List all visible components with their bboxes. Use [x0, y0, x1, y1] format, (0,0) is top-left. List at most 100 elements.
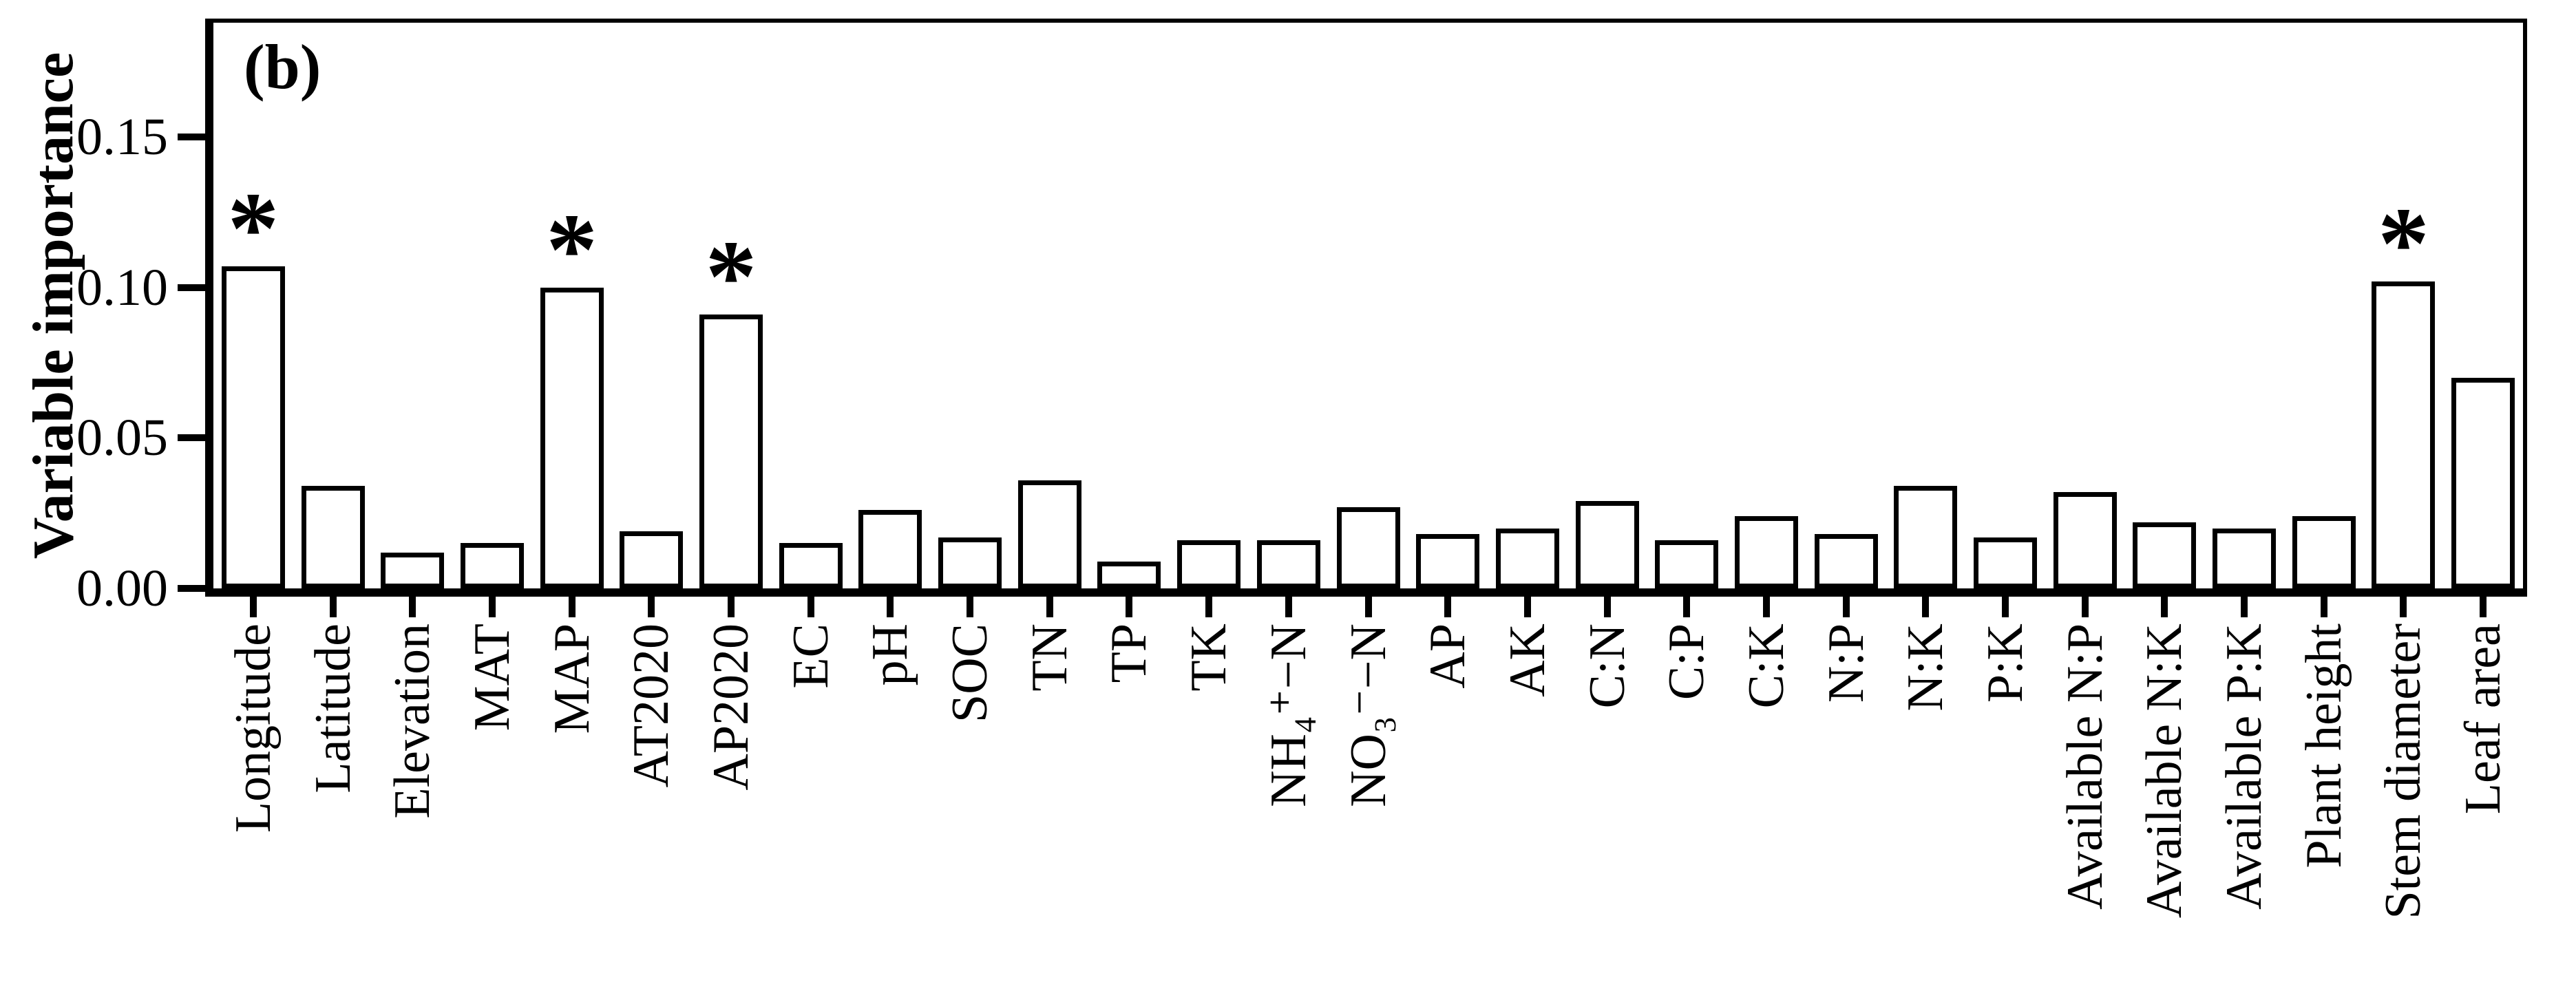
x-tick-label-longitude: Longitude: [224, 624, 282, 833]
bar-c-k: [1734, 516, 1798, 588]
x-tick-label-tk: TK: [1181, 624, 1238, 692]
x-tick-leaf-area: [2480, 597, 2487, 617]
x-tick-available-n-p: [2081, 597, 2089, 617]
bar-ph: [858, 510, 922, 588]
x-tick-label-p-k: P:K: [1977, 624, 2034, 703]
x-tick-c-n: [1603, 597, 1611, 617]
x-tick-label-tp: TP: [1101, 624, 1158, 683]
bar-latitude: [301, 486, 365, 588]
x-tick-label-n-k: N:K: [1897, 624, 1954, 712]
x-tick-longitude: [249, 597, 257, 617]
y-tick-0.15: [178, 134, 205, 140]
bar-n-k: [1894, 486, 1958, 588]
x-tick-ph: [887, 597, 894, 617]
bar-map: [540, 287, 604, 588]
x-tick-tk: [1205, 597, 1213, 617]
bar-stem-diameter: [2372, 281, 2436, 588]
y-tick-label-0.05: 0.05: [76, 409, 168, 467]
x-tick-soc: [967, 597, 974, 617]
x-tick-tn: [1046, 597, 1053, 617]
x-tick-stem-diameter: [2400, 597, 2407, 617]
x-tick-label-mat: MAT: [463, 624, 520, 732]
bar-soc: [938, 537, 1002, 588]
x-tick-nh-n: [1285, 597, 1292, 617]
bar-no-n: [1336, 507, 1400, 588]
x-tick-label-c-n: C:N: [1579, 624, 1636, 709]
x-tick-c-k: [1762, 597, 1770, 617]
y-tick-0.05: [178, 434, 205, 442]
x-tick-n-p: [1842, 597, 1850, 617]
x-tick-label-latitude: Latitude: [304, 624, 361, 793]
x-tick-label-ap: AP: [1419, 624, 1477, 689]
significance-asterisk-stem-diameter: *: [2377, 186, 2429, 301]
x-tick-no-n: [1364, 597, 1372, 617]
bar-tn: [1017, 480, 1081, 588]
x-tick-map: [568, 597, 576, 617]
bar-nh-n: [1256, 540, 1320, 588]
bar-n-p: [1814, 534, 1878, 588]
bar-p-k: [1974, 537, 2038, 588]
bar-elevation: [381, 552, 445, 588]
x-tick-ak: [1523, 597, 1531, 617]
x-tick-label-available-p-k: Available P:K: [2216, 624, 2273, 910]
x-tick-label-c-k: C:K: [1738, 624, 1795, 709]
x-tick-label-stem-diameter: Stem diameter: [2375, 624, 2432, 919]
bar-c-n: [1575, 501, 1639, 588]
x-tick-available-n-k: [2161, 597, 2168, 617]
bar-ap: [1416, 534, 1480, 588]
bar-longitude: [221, 266, 285, 588]
x-tick-latitude: [329, 597, 337, 617]
x-tick-elevation: [409, 597, 416, 617]
bar-ak: [1495, 528, 1559, 588]
bar-c-p: [1655, 540, 1719, 588]
x-tick-ap2020: [727, 597, 735, 617]
x-tick-label-ak: AK: [1499, 624, 1556, 697]
x-tick-ec: [807, 597, 814, 617]
x-tick-label-n-p: N:P: [1817, 624, 1875, 703]
x-tick-plant-height: [2320, 597, 2327, 617]
x-tick-label-leaf-area: Leaf area: [2455, 624, 2512, 815]
bar-tp: [1097, 561, 1161, 588]
x-tick-p-k: [2002, 597, 2009, 617]
plot-area: (b) * * * *: [205, 19, 2527, 597]
x-tick-label-plant-height: Plant height: [2295, 624, 2352, 869]
x-tick-tp: [1126, 597, 1133, 617]
x-tick-available-p-k: [2241, 597, 2248, 617]
x-tick-n-k: [1922, 597, 1930, 617]
bar-available-p-k: [2213, 528, 2277, 588]
bar-tk: [1177, 540, 1241, 588]
x-tick-label-ph: pH: [862, 624, 919, 686]
x-tick-c-p: [1683, 597, 1691, 617]
y-tick-label-0.00: 0.00: [76, 560, 168, 617]
x-tick-label-nh-n: NH₄⁺−N: [1260, 624, 1317, 807]
bar-at2020: [620, 531, 684, 588]
y-tick-0.10: [178, 284, 205, 291]
x-tick-label-soc: SOC: [942, 624, 999, 723]
bar-leaf-area: [2451, 377, 2515, 588]
y-tick-0.00: [178, 585, 205, 592]
y-tick-label-0.15: 0.15: [76, 108, 168, 166]
x-tick-label-tn: TN: [1021, 624, 1078, 692]
bar-available-n-k: [2133, 522, 2197, 588]
x-tick-label-elevation: Elevation: [384, 624, 441, 819]
x-tick-ap: [1444, 597, 1452, 617]
bar-plant-height: [2292, 516, 2356, 588]
y-tick-label-0.10: 0.10: [76, 258, 168, 317]
x-tick-label-no-n: NO₃⁻−N: [1340, 624, 1397, 807]
x-tick-label-available-n-k: Available N:K: [2136, 624, 2193, 919]
x-tick-at2020: [648, 597, 655, 617]
bar-ap2020: [699, 315, 763, 588]
x-tick-label-ap2020: AP2020: [702, 624, 759, 791]
x-tick-label-ec: EC: [782, 624, 839, 689]
bar-available-n-p: [2053, 492, 2117, 588]
x-tick-label-map: MAP: [543, 624, 600, 734]
panel-label: (b): [244, 32, 321, 102]
significance-asterisk-map: *: [546, 192, 598, 307]
x-tick-mat: [488, 597, 496, 617]
x-tick-label-available-n-p: Available N:P: [2056, 624, 2113, 910]
bar-ec: [779, 543, 843, 588]
significance-asterisk-longitude: *: [227, 171, 279, 286]
significance-asterisk-ap2020: *: [705, 220, 757, 334]
bar-mat: [460, 543, 524, 588]
